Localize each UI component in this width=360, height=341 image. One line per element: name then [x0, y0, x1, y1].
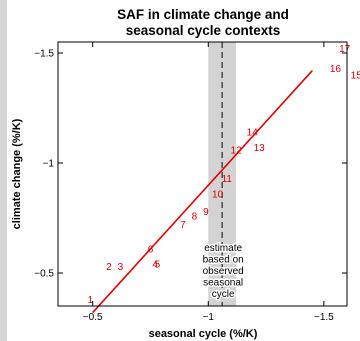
y-tick-label: −0.5: [34, 269, 54, 280]
plot-frame: [57, 41, 348, 307]
data-point-2: 2: [106, 262, 112, 273]
regression-line: [92, 70, 313, 314]
data-point-13: 13: [254, 143, 266, 154]
estimate-annotation-line: cycle: [212, 289, 235, 300]
estimate-annotation-line: estimate: [204, 243, 242, 254]
data-point-8: 8: [192, 211, 198, 222]
estimate-annotation-line: based on: [203, 255, 244, 266]
x-tick-label: −1.5: [314, 312, 334, 323]
axis-ticks: −0.5 −1 −1.5 −0.5 −1 −1.5: [34, 42, 347, 323]
data-point-4: 4: [152, 260, 158, 271]
data-point-10: 10: [212, 189, 224, 200]
data-point-15: 15: [351, 71, 360, 82]
chart-title-line-2: seasonal cycle contexts: [126, 23, 281, 38]
data-point-12: 12: [230, 145, 242, 156]
y-axis-label: climate change (%/K): [11, 118, 23, 229]
y-tick-label: −1: [43, 159, 55, 170]
x-tick-label: −0.5: [83, 312, 103, 323]
estimate-annotation-halo: based on: [203, 255, 244, 266]
estimate-annotation-line: seasonal: [203, 278, 243, 289]
data-point-17: 17: [339, 44, 351, 55]
data-point-14: 14: [247, 128, 259, 139]
y-tick-label: −1.5: [34, 49, 54, 60]
x-axis-label: seasonal cycle (%/K): [149, 328, 258, 340]
chart-title-line-1: SAF in climate change and: [117, 7, 289, 22]
data-point-16: 16: [330, 64, 342, 75]
estimate-annotation-halo: estimate: [204, 243, 242, 254]
x-tick-label: −1: [203, 312, 215, 323]
data-point-9: 9: [203, 207, 209, 218]
data-point-5: 5: [155, 260, 161, 271]
estimate-annotation-line: observed: [203, 266, 244, 277]
estimate-annotation-halo: seasonal: [203, 278, 243, 289]
data-point-11: 11: [222, 174, 233, 185]
estimate-annotation-halo: observed: [203, 266, 244, 277]
estimate-annotation-halo: cycle: [212, 289, 235, 300]
data-point-1: 1: [88, 295, 94, 306]
data-point-3: 3: [118, 262, 124, 273]
data-point-7: 7: [180, 220, 186, 231]
left-margin-strip: [0, 0, 7, 341]
data-point-6: 6: [148, 244, 154, 255]
